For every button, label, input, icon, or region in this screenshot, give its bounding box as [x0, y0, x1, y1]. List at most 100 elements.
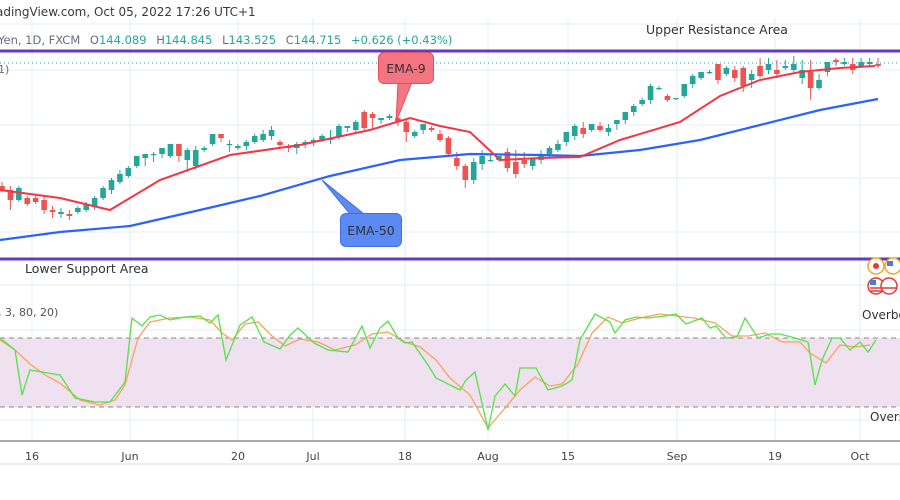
- candle: [428, 126, 435, 132]
- candle: [807, 60, 814, 100]
- low-value: 143.525: [228, 33, 277, 47]
- candle: [378, 118, 384, 124]
- event-icon-circle[interactable]: [867, 257, 885, 275]
- candle: [479, 150, 485, 170]
- candlesticks: [0, 56, 881, 220]
- time-axis-tick: 15: [561, 450, 575, 463]
- symbol-label: Yen, 1D, FXCM: [0, 33, 81, 47]
- candle: [32, 196, 39, 204]
- time-axis-tick: Oct: [850, 450, 870, 463]
- candle: [218, 134, 224, 142]
- candle: [142, 154, 148, 166]
- time-axis-tick: Jun: [121, 450, 139, 463]
- candle: [462, 164, 469, 188]
- time-axis-tick: Sep: [666, 450, 688, 463]
- candle: [445, 136, 452, 156]
- candle: [866, 58, 873, 66]
- ema-9-line: [0, 65, 876, 212]
- candle: [782, 60, 789, 70]
- candle: [597, 122, 603, 132]
- stochastic-params: , 3, 80, 20): [0, 306, 59, 319]
- candle: [268, 126, 275, 140]
- open-key: O: [89, 33, 99, 47]
- close-value: 144.715: [293, 33, 342, 47]
- oversold-label: Overs: [870, 410, 900, 424]
- high-key: H: [156, 33, 165, 47]
- candle: [757, 58, 763, 78]
- candle: [715, 64, 721, 84]
- candle: [159, 148, 165, 158]
- candle: [75, 206, 81, 214]
- ema9-callout[interactable]: EMA-9: [378, 52, 434, 84]
- candle: [176, 144, 182, 162]
- candle: [790, 56, 797, 72]
- candle: [571, 124, 578, 140]
- candle: [765, 58, 772, 74]
- candle: [66, 210, 73, 220]
- candle: [260, 130, 266, 142]
- candle: [133, 156, 140, 168]
- candle: [681, 84, 688, 98]
- time-axis-tick: 16: [25, 450, 39, 463]
- candle: [723, 66, 730, 76]
- stochastic-k-line: [0, 313, 877, 431]
- high-value: 144.845: [164, 33, 213, 47]
- time-axis-tick: 18: [398, 450, 412, 463]
- ema9-callout-pointer: [395, 81, 413, 123]
- candle: [841, 58, 848, 66]
- symbol-legend: Yen, 1D, FXCM O144.089 H144.845 L143.525…: [0, 33, 452, 47]
- candle: [235, 144, 241, 150]
- candle: [369, 112, 376, 128]
- candle: [614, 120, 620, 130]
- indicator-params: 1): [0, 63, 10, 76]
- candle: [732, 66, 738, 82]
- candle: [150, 152, 157, 162]
- candle: [664, 94, 671, 102]
- candle: [58, 208, 64, 218]
- chart-watermark: adingView.com, Oct 05, 2022 17:26 UTC+1: [0, 5, 256, 19]
- candle: [555, 140, 561, 152]
- time-axis-tick: Aug: [477, 450, 499, 463]
- candle: [344, 126, 351, 132]
- candle: [209, 134, 216, 146]
- candle: [403, 120, 410, 142]
- candle: [529, 158, 536, 170]
- candle: [91, 196, 98, 210]
- candle: [470, 158, 477, 184]
- us-flag-icon[interactable]: [884, 257, 900, 275]
- ema-50-line: [0, 97, 879, 242]
- stochastic-band: [0, 338, 900, 407]
- open-value: 144.089: [98, 33, 147, 47]
- candle: [605, 124, 612, 136]
- candle: [184, 148, 191, 172]
- candle: [361, 110, 367, 130]
- candle: [689, 74, 696, 88]
- candle: [167, 144, 174, 158]
- candle: [437, 130, 443, 142]
- candle: [647, 84, 654, 104]
- candle: [285, 144, 292, 152]
- candle: [117, 170, 123, 184]
- ema50-callout-pointer: [321, 179, 366, 215]
- candle: [41, 196, 47, 214]
- stochastic-d-line: [0, 313, 871, 430]
- candle: [386, 114, 393, 120]
- candle: [816, 74, 822, 90]
- candle: [243, 140, 250, 150]
- candle: [563, 132, 570, 146]
- candle: [201, 146, 207, 152]
- overbought-label: Overbo: [862, 308, 900, 322]
- economic-events[interactable]: [862, 256, 900, 296]
- candle: [108, 178, 115, 194]
- candle: [639, 98, 645, 106]
- candle: [748, 70, 755, 88]
- candle: [24, 196, 31, 206]
- candle: [630, 104, 637, 116]
- us-flag-icon[interactable]: [880, 277, 898, 295]
- ema50-callout[interactable]: EMA-50: [340, 213, 402, 247]
- candle: [277, 140, 283, 147]
- candle: [420, 124, 426, 134]
- lower-support-label: Lower Support Area: [25, 261, 149, 276]
- candle: [192, 146, 199, 170]
